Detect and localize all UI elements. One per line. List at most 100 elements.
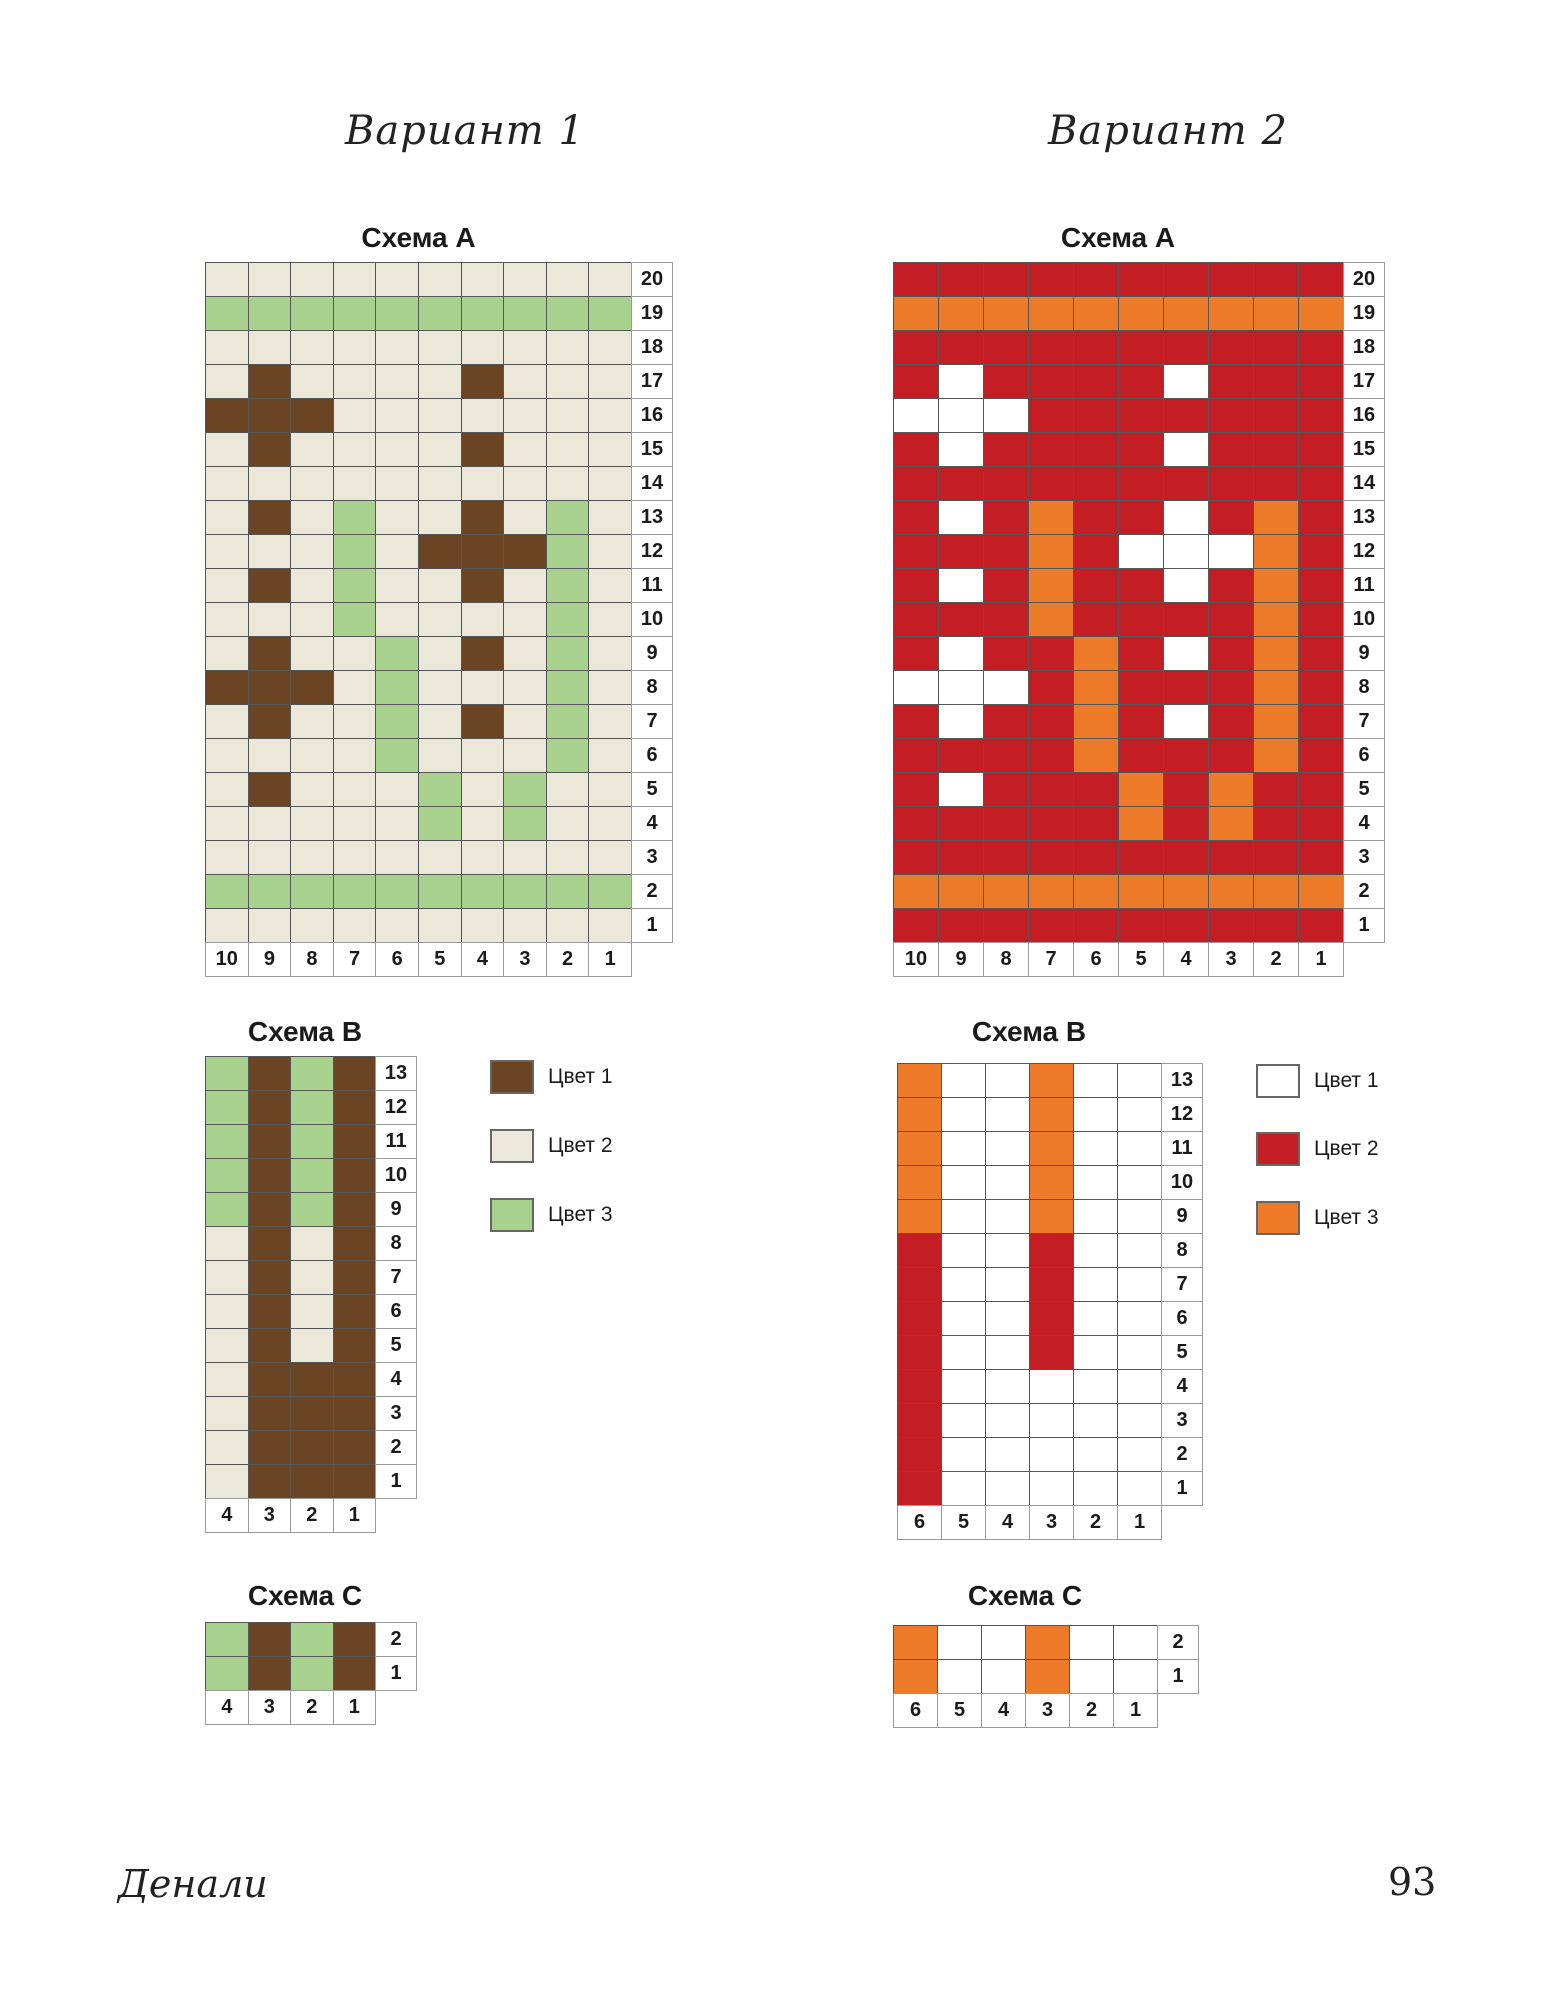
v2-scheme-a-cell bbox=[1298, 364, 1344, 399]
v2-scheme-b-cell bbox=[897, 1097, 942, 1132]
v1-scheme-a-cell bbox=[545, 806, 590, 841]
v1-scheme-a-cell bbox=[290, 398, 334, 433]
v2-scheme-a-row-number: 19 bbox=[1343, 296, 1385, 331]
v2-scheme-a-col-number: 5 bbox=[1118, 942, 1164, 977]
v2-scheme-b-cell bbox=[1117, 1131, 1162, 1166]
v2-scheme-a-cell bbox=[1163, 262, 1209, 297]
v1-scheme-c-col-number: 4 bbox=[205, 1690, 249, 1725]
v2-scheme-b-cell bbox=[1073, 1267, 1118, 1302]
v2-scheme-b-row-number: 7 bbox=[1161, 1267, 1203, 1302]
v2-scheme-a-cell bbox=[1298, 704, 1344, 739]
v1-scheme-a-cell bbox=[205, 738, 249, 773]
v1-scheme-a-cell bbox=[247, 432, 292, 467]
v2-scheme-a-cell bbox=[1028, 568, 1074, 603]
v1-scheme-a-cell bbox=[247, 262, 292, 297]
v1-scheme-a-cell bbox=[205, 466, 249, 501]
v2-scheme-a-cell bbox=[1163, 296, 1209, 331]
v1-legend-label-1: Цвет 1 bbox=[548, 1065, 613, 1088]
v2-scheme-c-row-number: 1 bbox=[1157, 1659, 1199, 1694]
v1-scheme-a-row-number: 16 bbox=[631, 398, 673, 433]
v2-scheme-a-cell bbox=[1028, 364, 1074, 399]
v2-scheme-a-cell bbox=[1208, 432, 1254, 467]
v2-scheme-a-cell bbox=[1253, 738, 1299, 773]
v1-scheme-a-cell bbox=[205, 500, 249, 535]
v1-scheme-a-cell bbox=[375, 738, 419, 773]
v1-scheme-a-cell bbox=[205, 602, 249, 637]
v2-scheme-a-cell bbox=[1118, 772, 1164, 807]
v2-scheme-b-cell bbox=[1117, 1301, 1162, 1336]
v2-legend-label-1: Цвет 1 bbox=[1314, 1069, 1379, 1092]
v1-scheme-a-cell bbox=[503, 636, 547, 671]
v1-scheme-a-cell bbox=[588, 602, 632, 637]
v1-scheme-b-cell bbox=[332, 1260, 376, 1295]
v2-scheme-a-cell bbox=[1163, 398, 1209, 433]
v1-scheme-b-cell bbox=[247, 1090, 291, 1125]
v1-scheme-b-cell bbox=[247, 1226, 291, 1261]
v1-scheme-a-row-number: 5 bbox=[631, 772, 673, 807]
v2-scheme-b-cell bbox=[1117, 1097, 1162, 1132]
v1-scheme-a-row-number: 9 bbox=[631, 636, 673, 671]
v2-scheme-a-cell bbox=[1028, 398, 1074, 433]
v1-scheme-b-cell bbox=[247, 1158, 291, 1193]
v2-legend-label-3: Цвет 3 bbox=[1314, 1206, 1379, 1229]
v2-scheme-a-cell bbox=[983, 670, 1029, 705]
v2-scheme-a-cell bbox=[1028, 534, 1074, 569]
v2-scheme-b-cell bbox=[1073, 1131, 1118, 1166]
v1-scheme-a-cell bbox=[588, 432, 632, 467]
v2-scheme-b-row-number: 12 bbox=[1161, 1097, 1203, 1132]
v1-scheme-a-cell bbox=[332, 806, 377, 841]
v1-scheme-a-cell bbox=[332, 704, 377, 739]
v1-scheme-a-cell bbox=[418, 330, 462, 365]
v2-scheme-a-cell bbox=[1163, 806, 1209, 841]
v2-scheme-a-cell bbox=[1253, 840, 1299, 875]
v2-scheme-c-cell bbox=[1069, 1625, 1114, 1660]
v2-scheme-a-cell bbox=[938, 568, 984, 603]
v1-scheme-a-cell bbox=[588, 364, 632, 399]
v2-scheme-b-cell bbox=[1073, 1199, 1118, 1234]
v2-scheme-b-cell bbox=[897, 1437, 942, 1472]
v2-scheme-a-cell bbox=[1298, 738, 1344, 773]
v2-scheme-a-cell bbox=[1028, 602, 1074, 637]
v1-scheme-a-cell bbox=[503, 432, 547, 467]
v1-legend-color-3: Цвет 3 bbox=[490, 1198, 613, 1232]
v2-scheme-a-cell bbox=[983, 568, 1029, 603]
v2-scheme-a-cell bbox=[1208, 636, 1254, 671]
v1-scheme-b-cell bbox=[332, 1328, 376, 1363]
v2-scheme-a-cell bbox=[1028, 296, 1074, 331]
v1-scheme-b-cell bbox=[332, 1430, 376, 1465]
v1-scheme-c-cell bbox=[290, 1656, 334, 1691]
v1-scheme-a-cell bbox=[545, 296, 590, 331]
v1-scheme-b-cell bbox=[332, 1226, 376, 1261]
v1-scheme-a-cell bbox=[290, 636, 334, 671]
v1-scheme-a-cell bbox=[418, 840, 462, 875]
v1-scheme-a-cell bbox=[290, 738, 334, 773]
v1-scheme-a-cell bbox=[375, 840, 419, 875]
v2-scheme-b-cell bbox=[1117, 1403, 1162, 1438]
v1-scheme-a-row-number: 8 bbox=[631, 670, 673, 705]
v1-scheme-b-row-number: 6 bbox=[375, 1294, 417, 1329]
v2-scheme-a-cell bbox=[1163, 330, 1209, 365]
v2-scheme-c-cell bbox=[937, 1625, 982, 1660]
v2-scheme-b-cell bbox=[941, 1437, 986, 1472]
v2-scheme-a-cell bbox=[893, 806, 939, 841]
v1-scheme-b-cell bbox=[205, 1056, 249, 1091]
page-number: 93 bbox=[1388, 1860, 1437, 1904]
v2-scheme-a-cell bbox=[1028, 772, 1074, 807]
v2-scheme-a-cell bbox=[983, 636, 1029, 671]
v2-scheme-b-cell bbox=[941, 1097, 986, 1132]
v2-scheme-a-cell bbox=[1208, 840, 1254, 875]
v1-scheme-a-cell bbox=[588, 874, 632, 909]
v2-scheme-c-cell bbox=[1025, 1625, 1070, 1660]
v2-scheme-a-cell bbox=[1118, 330, 1164, 365]
v1-scheme-a-col-number: 6 bbox=[375, 942, 419, 977]
v2-scheme-a-cell bbox=[893, 738, 939, 773]
v1-scheme-a-cell bbox=[418, 636, 462, 671]
v1-scheme-a-cell bbox=[588, 568, 632, 603]
v1-scheme-a-row-number: 10 bbox=[631, 602, 673, 637]
v1-scheme-a-cell bbox=[290, 908, 334, 943]
v2-scheme-b-cell bbox=[941, 1131, 986, 1166]
v2-scheme-c-col-number: 4 bbox=[981, 1693, 1026, 1728]
v2-scheme-a-cell bbox=[1298, 568, 1344, 603]
v2-scheme-a-col-number: 1 bbox=[1298, 942, 1344, 977]
v2-scheme-a-cell bbox=[1028, 840, 1074, 875]
